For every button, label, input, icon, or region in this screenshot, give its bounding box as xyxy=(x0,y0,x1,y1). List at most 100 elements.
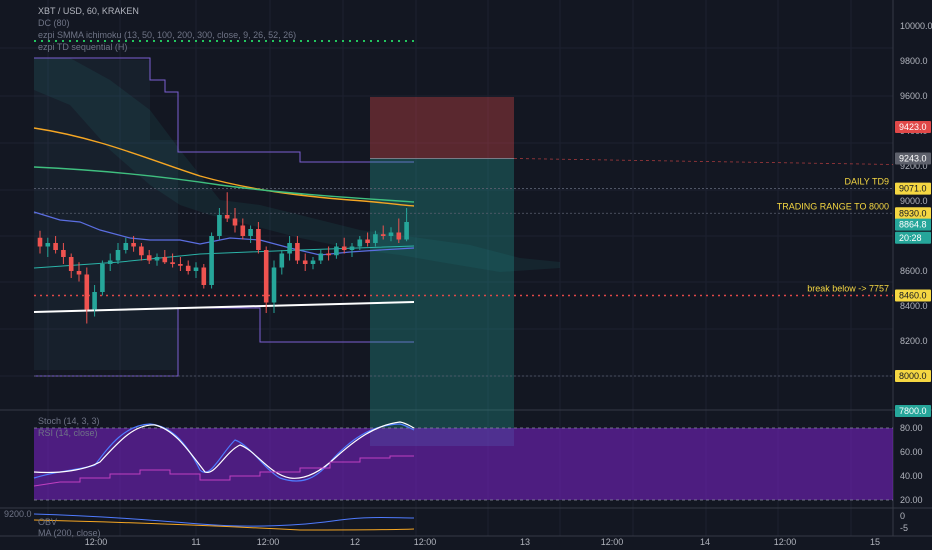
candle-body xyxy=(45,243,51,247)
time-tick-label: 12 xyxy=(350,537,360,547)
indicator-dc[interactable]: DC (80) xyxy=(38,18,70,28)
candle-body xyxy=(287,243,292,254)
candle-body xyxy=(76,271,82,275)
candle-body xyxy=(217,215,222,236)
candle-body xyxy=(365,239,370,243)
level-price-tag: 9071.0 xyxy=(899,184,927,194)
indicator-td-sequential[interactable]: ezpi TD sequential (H) xyxy=(38,42,128,52)
level-price-tag: 8460.0 xyxy=(899,291,927,301)
price-tag-bg xyxy=(895,152,931,165)
level-annotation: break below -> 7757 xyxy=(807,284,889,294)
price-axis[interactable]: 8200.08400.08600.09000.09200.09400.09600… xyxy=(895,21,932,417)
level-price-tag-bg xyxy=(895,182,931,195)
time-tick-label: 15 xyxy=(870,537,880,547)
candle-body xyxy=(326,253,331,256)
position-risk-zone xyxy=(370,96,514,159)
time-tick-label: 12:00 xyxy=(774,537,797,547)
candle-body xyxy=(178,264,183,266)
price-tag-bg xyxy=(895,231,931,244)
price-tick-label: 9600.0 xyxy=(900,91,928,101)
obv-top-label: 9200.0 xyxy=(4,509,32,519)
time-axis[interactable]: 12:00 11 12:00 12 12:00 13 12:00 14 12:00 15 xyxy=(0,535,932,547)
price-tag: 9423.0 xyxy=(899,122,927,132)
candle-body xyxy=(295,243,300,261)
symbol-title: XBT / USD, 60, KRAKEN xyxy=(38,6,139,16)
price-tick-label: 8600.0 xyxy=(900,266,928,276)
time-tick-label: 12:00 xyxy=(414,537,437,547)
candle-body xyxy=(37,237,43,247)
rsi-label[interactable]: RSI (14, close) xyxy=(38,428,98,438)
price-tag: 7800.0 xyxy=(899,406,927,416)
donchian-channel-fill xyxy=(34,58,178,370)
time-tick-label: 12:00 xyxy=(85,537,108,547)
candle-body xyxy=(310,260,316,264)
candle-body xyxy=(68,257,74,271)
donchian-upper xyxy=(34,57,414,163)
price-tag-bg xyxy=(895,405,931,417)
time-tick-label: 12:00 xyxy=(257,537,280,547)
smma-orange xyxy=(33,127,415,207)
candle-body xyxy=(357,239,363,247)
candle-body xyxy=(388,232,394,236)
stoch-pane[interactable]: 20.00 40.00 60.00 80.00 xyxy=(33,421,923,505)
candle-body xyxy=(185,265,191,271)
candle-body xyxy=(224,215,230,219)
time-tick-label: 13 xyxy=(520,537,530,547)
candle-body xyxy=(131,243,136,247)
candle-body xyxy=(92,292,97,310)
obv-ma-label[interactable]: MA (200, close) xyxy=(38,528,101,538)
smma-white xyxy=(33,301,415,313)
price-tag: 8864.8 xyxy=(899,220,927,230)
candle-body xyxy=(146,255,152,261)
candle-body xyxy=(380,234,386,236)
stoch-tick-label: 20.00 xyxy=(900,495,923,505)
candle-body xyxy=(61,250,66,257)
time-tick-label: 11 xyxy=(191,537,200,547)
candle-body xyxy=(107,260,113,264)
stoch-band xyxy=(34,428,893,500)
level-annotation: TRADING RANGE TO 8000 xyxy=(777,201,889,211)
candle-body xyxy=(232,218,238,226)
obv-tick-label: 0 xyxy=(900,511,905,521)
price-tick-label: 9800.0 xyxy=(900,56,928,66)
stoch-tick-label: 60.00 xyxy=(900,447,923,457)
candle-body xyxy=(263,250,269,303)
ichimoku-cloud xyxy=(34,58,560,272)
price-tag: 9243.0 xyxy=(899,153,927,163)
candle-body xyxy=(341,246,347,250)
price-tag-bg xyxy=(895,218,931,231)
price-tick-label: 8200.0 xyxy=(900,336,928,346)
candle-body xyxy=(240,225,246,236)
obv-pane[interactable]: 0-5 xyxy=(33,511,908,533)
level-price-tag-bg xyxy=(895,289,931,302)
level-price-tag: 8930.0 xyxy=(899,208,927,218)
candle-body xyxy=(170,262,175,264)
time-tick-label: 14 xyxy=(700,537,710,547)
time-tick-label: 12:00 xyxy=(601,537,624,547)
smma-green xyxy=(33,166,415,203)
candle-body xyxy=(115,250,121,261)
price-tick-label: 9200.0 xyxy=(900,161,928,171)
candle-body xyxy=(318,253,324,261)
obv-label[interactable]: OBV xyxy=(38,517,58,527)
candle-body xyxy=(349,246,355,250)
candle-body xyxy=(302,260,308,264)
price-pane[interactable]: DAILY TD9 TRADING RANGE TO 8000 break belo… xyxy=(33,40,894,446)
price-tick-label: 9000.0 xyxy=(900,196,928,206)
indicator-ichimoku[interactable]: ezpi SMMA ichimoku (13, 50, 100, 200, 30… xyxy=(38,30,297,40)
obv-ma-line xyxy=(33,519,415,531)
stoch-tick-label: 40.00 xyxy=(900,471,923,481)
candle-body xyxy=(162,257,168,263)
level-price-tag-bg xyxy=(895,370,931,382)
candle-body xyxy=(256,229,261,250)
stoch-d-line xyxy=(33,421,415,479)
obv-line xyxy=(33,513,415,527)
candle-body xyxy=(201,267,207,285)
stoch-label[interactable]: Stoch (14, 3, 3) xyxy=(38,416,100,426)
obv-tick-label: -5 xyxy=(900,523,908,533)
candle-body xyxy=(271,267,277,303)
candle-body xyxy=(84,274,90,310)
candle-body xyxy=(193,267,199,271)
price-tag: 20:28 xyxy=(899,233,922,243)
